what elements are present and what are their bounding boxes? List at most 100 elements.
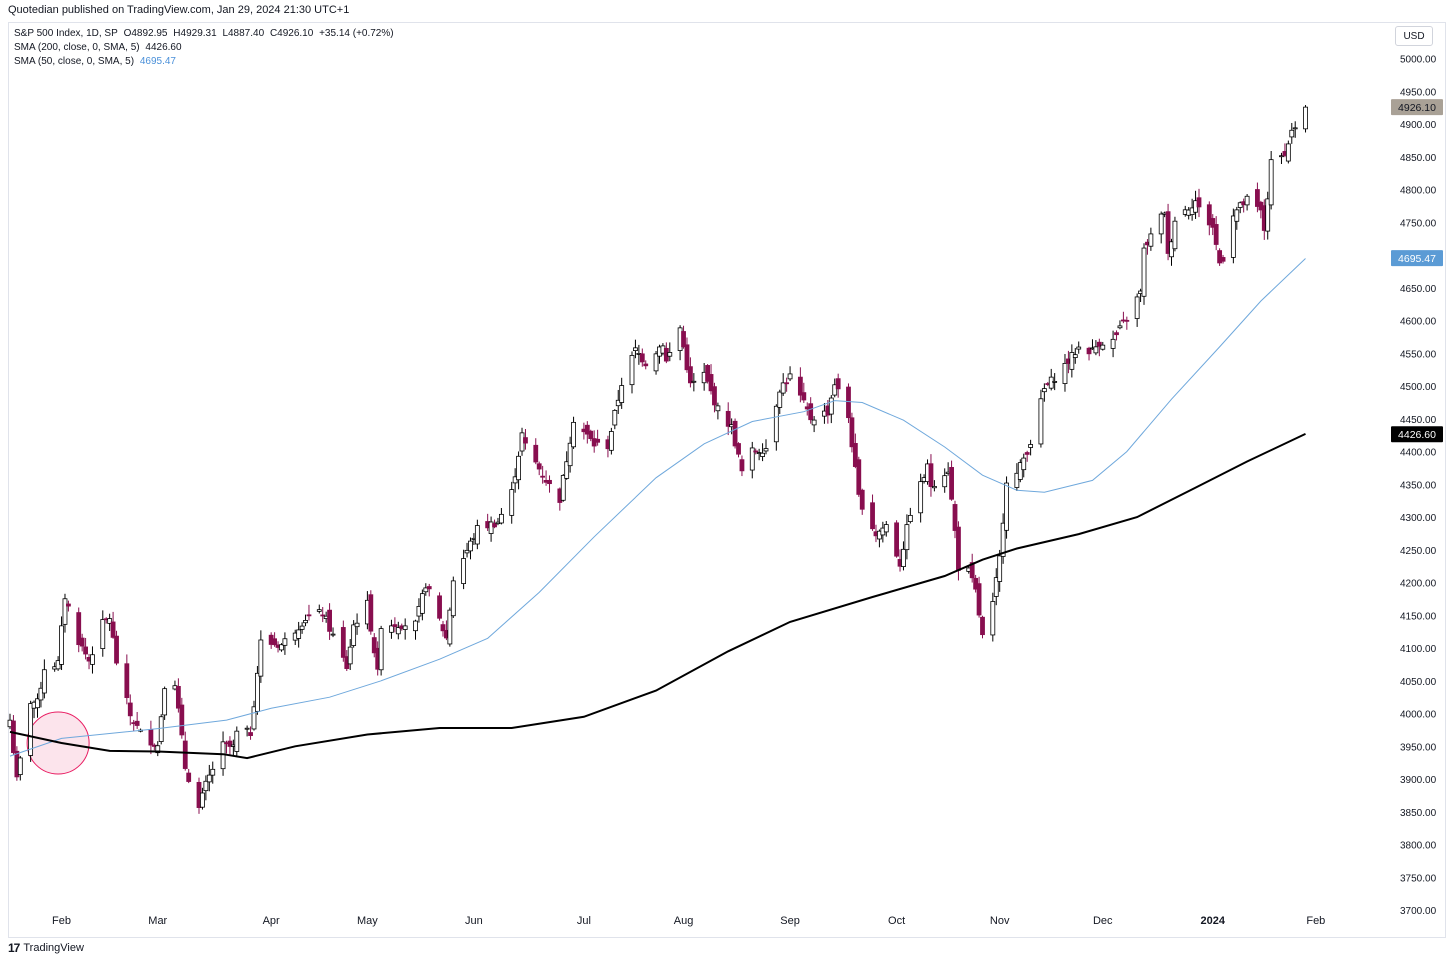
candle (1169, 238, 1174, 266)
candle (1086, 346, 1092, 361)
candle-body (450, 580, 456, 617)
candle-body (320, 614, 326, 617)
candle-body (206, 774, 212, 783)
candle-body (949, 467, 954, 500)
candle (1100, 341, 1106, 351)
candle-body (969, 562, 975, 579)
candle (468, 537, 473, 560)
candle (993, 568, 999, 606)
candle-body (588, 430, 594, 440)
y-tick-label: 4600.00 (1400, 317, 1437, 328)
candle (114, 630, 119, 666)
candle-body (584, 424, 590, 435)
candle (533, 438, 539, 465)
candle-body (1124, 319, 1130, 322)
x-tick-label: Aug (674, 915, 694, 927)
candle (186, 768, 192, 784)
candle (1210, 214, 1216, 236)
symbol-label[interactable]: S&P 500 Index, 1D, SP (14, 28, 118, 39)
candle-body (763, 448, 769, 452)
y-tick-label: 4050.00 (1400, 677, 1437, 688)
candle (258, 630, 264, 683)
candle (1213, 216, 1219, 251)
candle-body (368, 594, 374, 632)
candle-body (392, 624, 398, 627)
candle-body (1165, 211, 1171, 254)
candle-body (1268, 159, 1274, 206)
candle (1004, 476, 1009, 539)
candle-body (928, 463, 934, 487)
candle-body (1285, 143, 1291, 162)
candle (1158, 211, 1164, 244)
candle-body (801, 392, 807, 401)
currency-button[interactable]: USD (1395, 26, 1433, 46)
chart-frame (8, 22, 1446, 938)
candle-body (227, 740, 233, 747)
candle-body (1052, 381, 1058, 383)
candle-body (378, 628, 384, 671)
candle (148, 720, 154, 755)
candle (784, 377, 790, 392)
candle (736, 442, 741, 458)
candle-body (533, 444, 539, 463)
candle-body (62, 598, 68, 625)
candle (1076, 341, 1082, 354)
candle-body (736, 443, 741, 455)
candle-body (440, 624, 446, 632)
x-tick-label: Feb (52, 915, 71, 927)
candle-body (351, 624, 357, 646)
candle (282, 632, 288, 655)
candle (107, 613, 113, 631)
candle (203, 775, 209, 801)
candle (1230, 208, 1236, 264)
candle-body (894, 522, 899, 557)
candle-body (931, 485, 937, 489)
candle (595, 429, 601, 446)
candle (712, 382, 717, 413)
candle (461, 549, 467, 590)
candle-body (316, 609, 322, 612)
candle-body (255, 672, 260, 712)
candle-body (629, 355, 635, 386)
candle (272, 632, 278, 647)
candle (952, 500, 958, 539)
candle (547, 475, 552, 493)
y-tick-label: 3700.00 (1400, 906, 1437, 917)
candle-body (389, 625, 394, 633)
candle-body (474, 525, 480, 545)
candle-body (1072, 354, 1078, 358)
candle-body (990, 601, 996, 636)
candle-body (306, 614, 312, 617)
candle (182, 731, 188, 771)
candle-body (849, 417, 855, 448)
candle-body (38, 687, 44, 701)
close-value: C4926.10 (269, 28, 314, 39)
candle (931, 480, 937, 492)
candle (797, 367, 803, 403)
candle (684, 337, 690, 373)
candle-body (787, 373, 793, 380)
svg-text:4695.47: 4695.47 (1398, 253, 1436, 265)
candle-body (175, 686, 181, 709)
candle-body (1169, 241, 1174, 258)
tradingview-watermark[interactable]: 17 TradingView (8, 941, 84, 955)
candle (870, 494, 875, 531)
candle-body (200, 792, 205, 808)
candle (134, 711, 140, 729)
candle-body (1100, 344, 1106, 350)
candle (1285, 140, 1291, 164)
candle-body (1110, 338, 1116, 349)
candle-body (540, 475, 546, 478)
candle (763, 439, 769, 455)
candle (1114, 330, 1119, 341)
candle (907, 507, 913, 524)
candle-body (1217, 250, 1223, 264)
x-tick-label: Feb (1306, 915, 1325, 927)
candle-body (688, 366, 693, 384)
sma200-legend[interactable]: SMA (200, close, 0, SMA, 5) 4426.60 (14, 42, 185, 53)
candle-body (447, 609, 453, 645)
sma50-legend[interactable]: SMA (50, close, 0, SMA, 5) 4695.47 (14, 56, 179, 67)
candle-body (90, 654, 95, 665)
low-value: L4887.40 (222, 28, 265, 39)
